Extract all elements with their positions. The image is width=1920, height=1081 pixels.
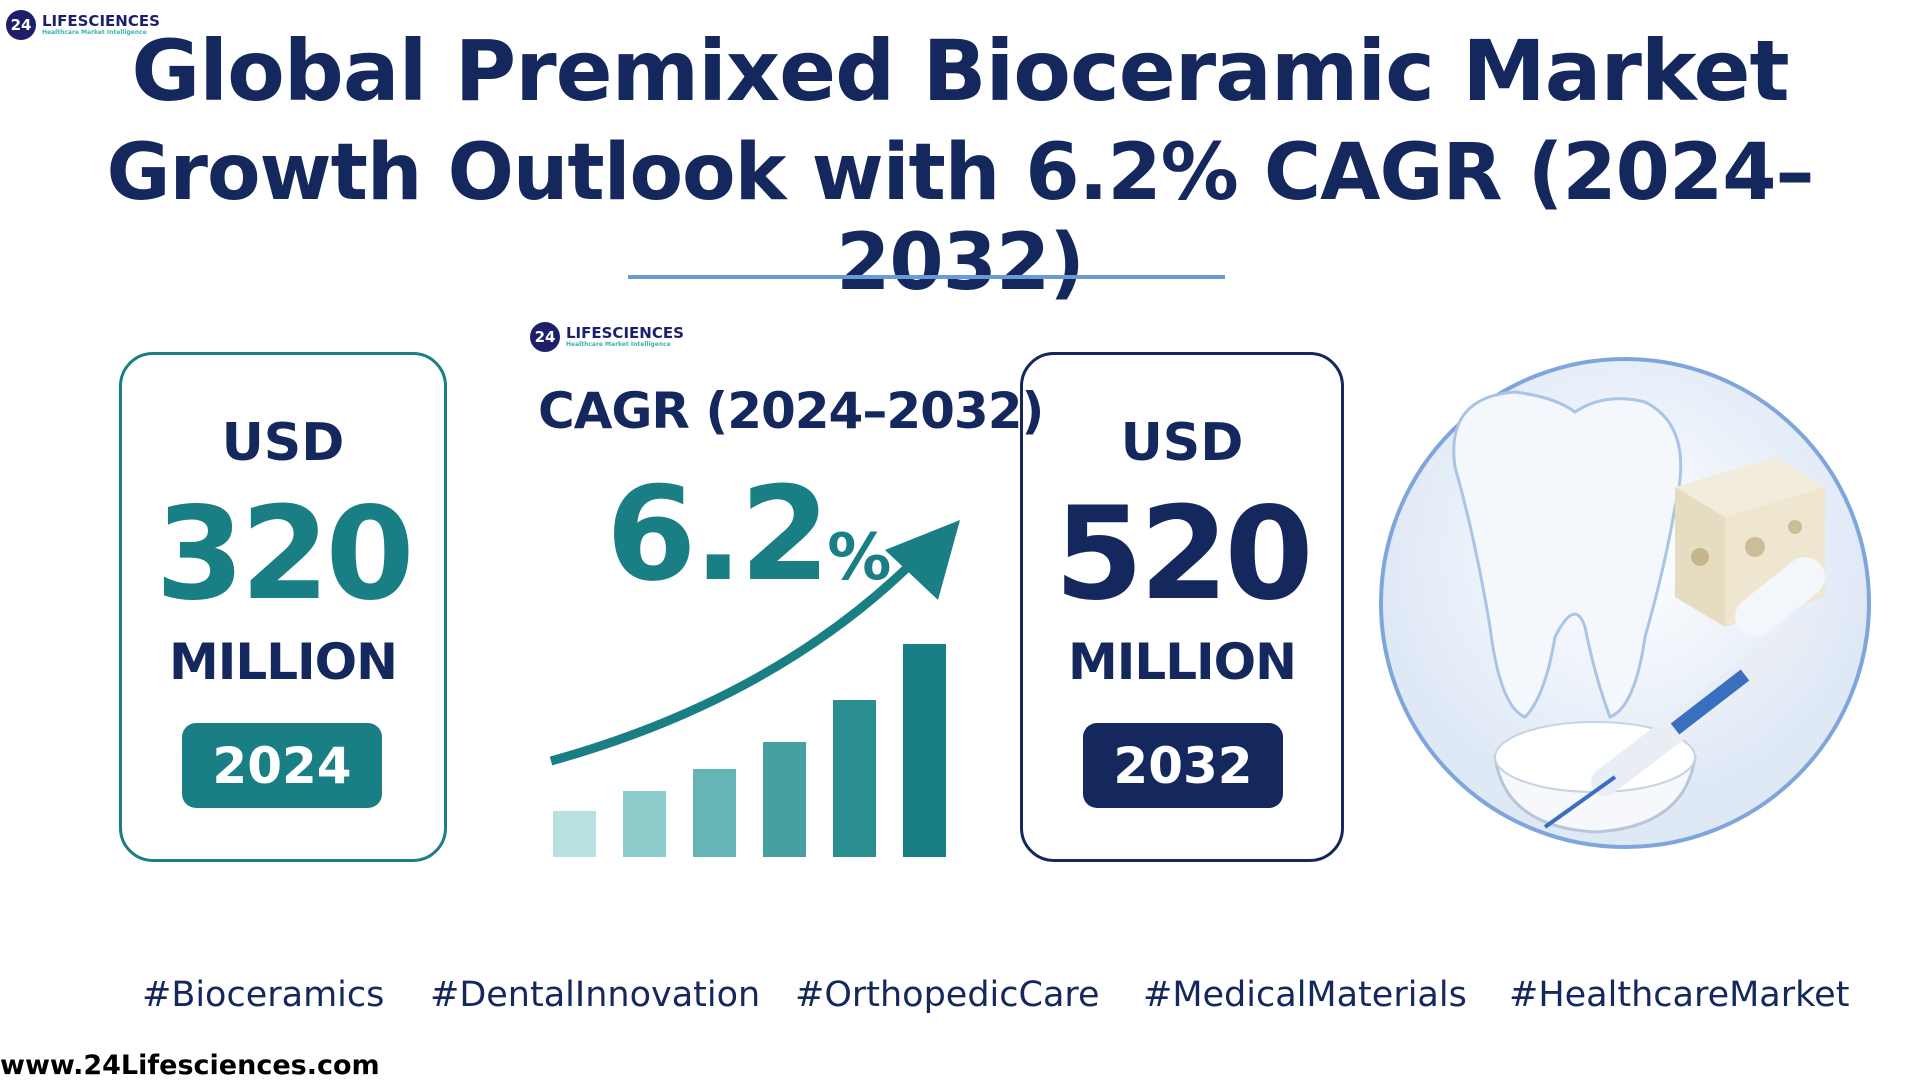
logo-tagline: Healthcare Market Intelligence	[42, 29, 147, 36]
divider	[628, 275, 1225, 279]
cagr-percent: %	[827, 521, 891, 595]
start-currency: USD	[221, 413, 345, 473]
hashtag: #Bioceramics	[142, 975, 385, 1015]
cagr-value-wrap: 6.2%	[606, 458, 891, 610]
hashtag: #OrthopedicCare	[795, 975, 1100, 1015]
start-value: 320	[155, 480, 414, 629]
hashtag: #MedicalMaterials	[1143, 975, 1467, 1015]
end-year-badge: 2032	[1083, 723, 1283, 808]
end-unit: MILLION	[1067, 633, 1297, 691]
start-year-badge: 2024	[182, 723, 382, 808]
growth-bar-1	[553, 811, 596, 857]
logo-badge: 24	[6, 10, 36, 40]
logo-badge: 24	[530, 322, 560, 352]
growth-bar-4	[763, 742, 806, 857]
bioceramic-illustration	[1379, 357, 1871, 849]
syringe-icon	[1543, 557, 1825, 829]
end-currency: USD	[1120, 413, 1244, 473]
hashtag: #HealthcareMarket	[1509, 975, 1850, 1015]
growth-graphic	[549, 520, 960, 857]
tooth-icon	[1452, 390, 1683, 719]
end-value-card: USD 520 MILLION 2032	[1020, 352, 1344, 862]
growth-bar-5	[833, 700, 876, 857]
start-unit: MILLION	[168, 633, 398, 691]
logo-name: LIFESCIENCES	[42, 12, 160, 30]
website-link[interactable]: www.24Lifesciences.com	[0, 1050, 380, 1081]
end-value: 520	[1054, 480, 1313, 629]
hashtag: #DentalInnovation	[430, 975, 761, 1015]
logo-top: 24 LIFESCIENCES Healthcare Market Intelli…	[6, 10, 160, 40]
growth-bar-2	[623, 791, 666, 857]
logo-tagline: Healthcare Market Intelligence	[566, 341, 671, 348]
cagr-label: CAGR (2024–2032)	[538, 382, 1044, 440]
logo-name: LIFESCIENCES	[566, 324, 684, 342]
logo-mid: 24 LIFESCIENCES Healthcare Market Intelli…	[530, 322, 684, 352]
start-value-card: USD 320 MILLION 2024	[119, 352, 447, 862]
title-line2: Growth Outlook with 6.2% CAGR (2024–2032…	[106, 128, 1814, 308]
cagr-value: 6.2	[606, 458, 830, 610]
growth-bar-3	[693, 769, 736, 857]
arrow-head	[885, 520, 960, 600]
growth-arrow-icon	[549, 561, 914, 766]
title-line1: Global Premixed Bioceramic Market	[131, 22, 1789, 120]
growth-bar-6	[903, 644, 946, 857]
